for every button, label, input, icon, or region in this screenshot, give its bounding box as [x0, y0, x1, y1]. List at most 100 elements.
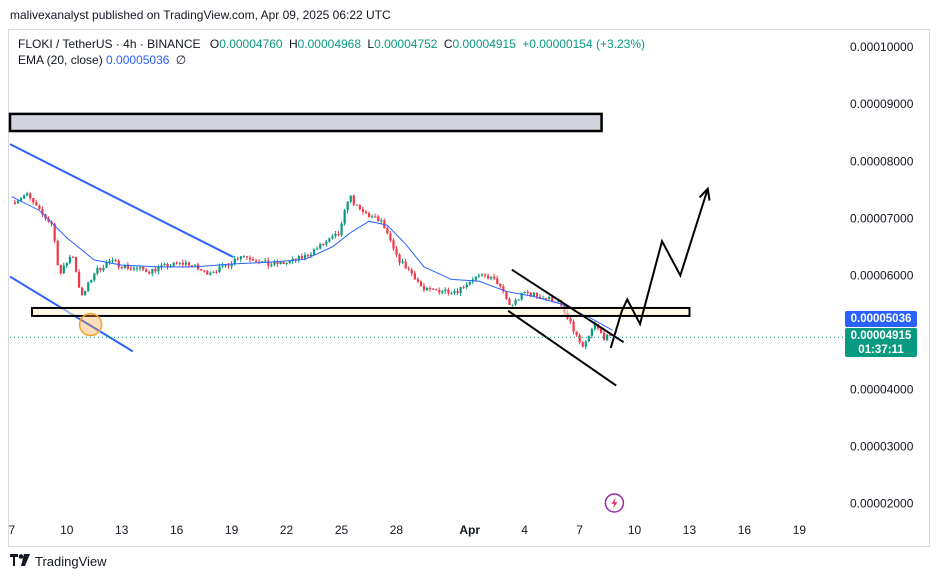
- candle-body[interactable]: [386, 228, 389, 234]
- candle-body[interactable]: [328, 238, 331, 242]
- candle-body[interactable]: [395, 248, 398, 255]
- candle-body[interactable]: [99, 268, 102, 271]
- candle-body[interactable]: [29, 193, 32, 199]
- candle-body[interactable]: [56, 240, 59, 266]
- candle-body[interactable]: [575, 331, 578, 336]
- candle-body[interactable]: [154, 268, 157, 272]
- candle-body[interactable]: [425, 288, 429, 291]
- candle-body[interactable]: [325, 241, 328, 245]
- candle-body[interactable]: [285, 262, 288, 265]
- candle-body[interactable]: [120, 266, 123, 268]
- candle-body[interactable]: [505, 291, 508, 300]
- candle-body[interactable]: [261, 261, 264, 263]
- candle-body[interactable]: [572, 321, 575, 332]
- candle-body[interactable]: [526, 291, 529, 293]
- candle-body[interactable]: [233, 258, 236, 264]
- candle-body[interactable]: [371, 216, 374, 218]
- candle-body[interactable]: [532, 292, 536, 297]
- candle-body[interactable]: [581, 342, 584, 347]
- candle-body[interactable]: [13, 202, 17, 204]
- ema-line[interactable]: [11, 196, 613, 331]
- candle-body[interactable]: [520, 292, 523, 300]
- candle-body[interactable]: [200, 269, 203, 271]
- candle-body[interactable]: [380, 220, 383, 222]
- candle-body[interactable]: [35, 202, 38, 206]
- candle-body[interactable]: [493, 276, 496, 279]
- candle-body[interactable]: [187, 262, 191, 266]
- candle-body[interactable]: [41, 208, 44, 215]
- candle-body[interactable]: [65, 263, 68, 266]
- candle-body[interactable]: [374, 216, 377, 218]
- candle-body[interactable]: [468, 281, 471, 285]
- candle-body[interactable]: [450, 293, 453, 295]
- candle-body[interactable]: [398, 254, 401, 263]
- candle-body[interactable]: [218, 266, 221, 272]
- candle-body[interactable]: [496, 278, 499, 285]
- candle-body[interactable]: [465, 284, 468, 288]
- candle-body[interactable]: [322, 243, 325, 245]
- candle-body[interactable]: [447, 289, 450, 294]
- candle-body[interactable]: [590, 328, 594, 336]
- candle-body[interactable]: [206, 271, 209, 275]
- candle-body[interactable]: [160, 265, 163, 268]
- candle-body[interactable]: [578, 335, 581, 343]
- ema-visibility-icon[interactable]: ∅: [175, 53, 187, 67]
- candle-body[interactable]: [404, 261, 407, 269]
- candle-body[interactable]: [215, 271, 218, 273]
- candle-body[interactable]: [432, 288, 435, 290]
- candle-body[interactable]: [242, 256, 246, 258]
- wedge-upper-line[interactable]: [511, 268, 625, 344]
- candle-body[interactable]: [251, 259, 255, 261]
- candle-body[interactable]: [377, 216, 380, 221]
- candle-body[interactable]: [551, 297, 554, 302]
- candle-body[interactable]: [90, 280, 93, 283]
- candle-body[interactable]: [32, 198, 35, 203]
- candle-body[interactable]: [282, 261, 285, 265]
- candle-body[interactable]: [355, 204, 358, 206]
- candle-body[interactable]: [175, 262, 178, 264]
- candle-body[interactable]: [609, 334, 612, 336]
- candle-body[interactable]: [303, 255, 307, 259]
- candle-body[interactable]: [603, 332, 606, 340]
- candle-body[interactable]: [245, 256, 249, 258]
- ema-label[interactable]: EMA (20, close): [18, 53, 103, 67]
- upper-channel-line[interactable]: [9, 143, 234, 259]
- candle-body[interactable]: [93, 273, 96, 281]
- candle-body[interactable]: [227, 265, 230, 267]
- candle-body[interactable]: [151, 268, 154, 274]
- candle-body[interactable]: [239, 256, 242, 260]
- candle-body[interactable]: [523, 291, 526, 293]
- candle-body[interactable]: [435, 289, 438, 291]
- candle-body[interactable]: [190, 265, 194, 267]
- candle-body[interactable]: [584, 341, 587, 347]
- candle-body[interactable]: [142, 267, 145, 270]
- candle-body[interactable]: [68, 256, 72, 264]
- candle-body[interactable]: [184, 262, 188, 265]
- candle-body[interactable]: [157, 267, 160, 272]
- candle-body[interactable]: [59, 265, 62, 274]
- candle-body[interactable]: [346, 201, 349, 211]
- candle-body[interactable]: [102, 267, 105, 271]
- candle-body[interactable]: [117, 260, 120, 267]
- candle-body[interactable]: [111, 260, 114, 262]
- candle-body[interactable]: [456, 291, 459, 294]
- candle-body[interactable]: [264, 260, 267, 262]
- candle-body[interactable]: [255, 260, 258, 262]
- candle-body[interactable]: [166, 263, 169, 268]
- candle-body[interactable]: [212, 271, 215, 273]
- candle-body[interactable]: [16, 200, 20, 204]
- candle-body[interactable]: [453, 291, 456, 294]
- highlight-circle-marker[interactable]: [78, 312, 103, 337]
- candle-body[interactable]: [53, 223, 56, 241]
- candle-body[interactable]: [459, 287, 462, 294]
- candle-body[interactable]: [267, 260, 270, 266]
- candle-body[interactable]: [514, 299, 517, 305]
- candle-body[interactable]: [114, 260, 117, 262]
- candle-body[interactable]: [474, 276, 478, 280]
- candle-body[interactable]: [483, 274, 487, 276]
- candle-body[interactable]: [416, 279, 420, 282]
- candle-body[interactable]: [487, 275, 490, 279]
- candle-body[interactable]: [438, 290, 441, 293]
- chart-pane[interactable]: [8, 29, 930, 547]
- candle-body[interactable]: [139, 267, 142, 269]
